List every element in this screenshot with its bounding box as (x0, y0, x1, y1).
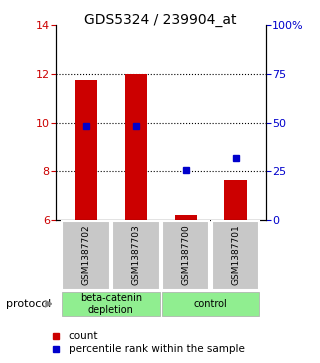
Text: beta-catenin
depletion: beta-catenin depletion (80, 293, 142, 315)
FancyBboxPatch shape (162, 292, 260, 316)
Text: GSM1387702: GSM1387702 (82, 225, 91, 285)
Text: GSM1387701: GSM1387701 (231, 225, 240, 285)
Text: percentile rank within the sample: percentile rank within the sample (69, 344, 245, 354)
FancyBboxPatch shape (62, 221, 110, 290)
Text: GDS5324 / 239904_at: GDS5324 / 239904_at (84, 13, 236, 27)
Bar (174, 215, 197, 220)
Text: GSM1387700: GSM1387700 (181, 225, 190, 285)
Text: control: control (194, 299, 228, 309)
Text: count: count (69, 331, 98, 341)
FancyBboxPatch shape (212, 221, 260, 290)
Text: protocol: protocol (6, 299, 52, 309)
Bar (124, 74, 147, 220)
FancyBboxPatch shape (162, 221, 210, 290)
Text: GSM1387703: GSM1387703 (131, 225, 140, 285)
Bar (224, 180, 247, 220)
FancyBboxPatch shape (112, 221, 160, 290)
Bar (75, 80, 97, 220)
FancyBboxPatch shape (62, 292, 160, 316)
